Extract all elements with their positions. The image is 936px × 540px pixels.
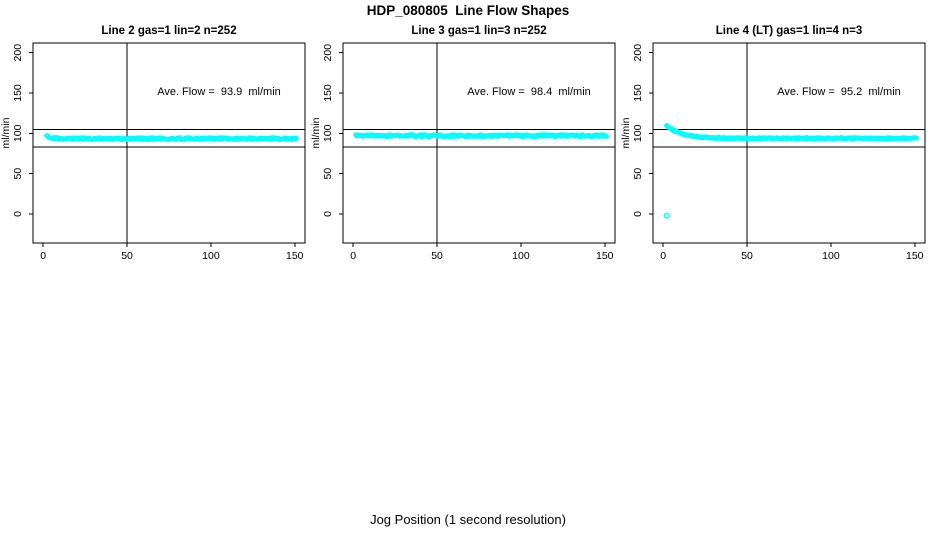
svg-text:150: 150 — [286, 250, 304, 262]
svg-text:0: 0 — [322, 211, 334, 217]
svg-text:200: 200 — [12, 44, 24, 62]
data-points — [663, 122, 919, 219]
panel-line-2: Line 2 gas=1 lin=2 n=252 Ave. Flow = 93.… — [0, 25, 310, 270]
svg-text:100: 100 — [632, 124, 644, 142]
svg-text:100: 100 — [12, 124, 24, 142]
panel-line-3: Line 3 gas=1 lin=3 n=252 Ave. Flow = 98.… — [310, 25, 620, 270]
plot-box — [342, 42, 616, 244]
ave-flow-annotation: Ave. Flow = 95.2 ml/min — [777, 86, 901, 98]
plot-area: 0 50 100 150 0 50 100 150 200 ml/min — [0, 42, 306, 262]
svg-text:50: 50 — [431, 250, 443, 262]
plot-box — [32, 42, 306, 244]
ave-flow-annotation: Ave. Flow = 98.4 ml/min — [467, 86, 591, 98]
svg-text:0: 0 — [40, 250, 46, 262]
y-axis-title: ml/min — [0, 117, 12, 148]
svg-text:100: 100 — [512, 250, 530, 262]
svg-text:200: 200 — [632, 44, 644, 62]
svg-text:150: 150 — [322, 84, 334, 102]
svg-text:50: 50 — [121, 250, 133, 262]
svg-text:50: 50 — [322, 168, 334, 180]
panel-title: Line 4 (LT) gas=1 lin=4 n=3 — [715, 25, 863, 37]
axes — [342, 42, 616, 244]
panel-title: Line 3 gas=1 lin=3 n=252 — [411, 25, 547, 37]
svg-text:0: 0 — [660, 250, 666, 262]
axes — [652, 42, 926, 244]
svg-text:200: 200 — [322, 44, 334, 62]
y-axis-ticks: 0 50 100 150 200 — [632, 44, 653, 217]
svg-text:150: 150 — [632, 84, 644, 102]
svg-text:0: 0 — [350, 250, 356, 262]
svg-text:50: 50 — [632, 168, 644, 180]
svg-text:100: 100 — [822, 250, 840, 262]
svg-text:100: 100 — [202, 250, 220, 262]
y-axis-ticks: 0 50 100 150 200 — [322, 44, 343, 217]
svg-text:150: 150 — [906, 250, 924, 262]
x-axis-ticks: 0 50 100 150 — [40, 243, 304, 262]
plot-area: 0 50 100 150 0 50 100 150 200 ml/min — [310, 42, 616, 262]
figure-title: HDP_080805 Line Flow Shapes — [366, 3, 570, 18]
x-axis-label: Jog Position (1 second resolution) — [370, 512, 566, 527]
svg-text:150: 150 — [12, 84, 24, 102]
data-points — [44, 133, 299, 142]
svg-text:50: 50 — [741, 250, 753, 262]
y-axis-title: ml/min — [620, 117, 632, 148]
svg-text:150: 150 — [596, 250, 614, 262]
ave-flow-annotation: Ave. Flow = 93.9 ml/min — [157, 86, 281, 98]
data-points — [353, 132, 609, 140]
plot-box — [652, 42, 926, 244]
y-axis-ticks: 0 50 100 150 200 — [12, 44, 33, 217]
svg-text:0: 0 — [632, 211, 644, 217]
svg-text:0: 0 — [12, 211, 24, 217]
x-axis-ticks: 0 50 100 150 — [350, 243, 614, 262]
y-axis-title: ml/min — [310, 117, 322, 148]
svg-text:100: 100 — [322, 124, 334, 142]
panel-title: Line 2 gas=1 lin=2 n=252 — [101, 25, 237, 37]
outlier-point — [663, 212, 670, 219]
panel-line-4: Line 4 (LT) gas=1 lin=4 n=3 Ave. Flow = … — [620, 25, 930, 270]
svg-text:50: 50 — [12, 168, 24, 180]
plot-area: 0 50 100 150 0 50 100 150 200 ml/min — [620, 42, 926, 262]
x-axis-ticks: 0 50 100 150 — [660, 243, 924, 262]
axes — [32, 42, 306, 244]
